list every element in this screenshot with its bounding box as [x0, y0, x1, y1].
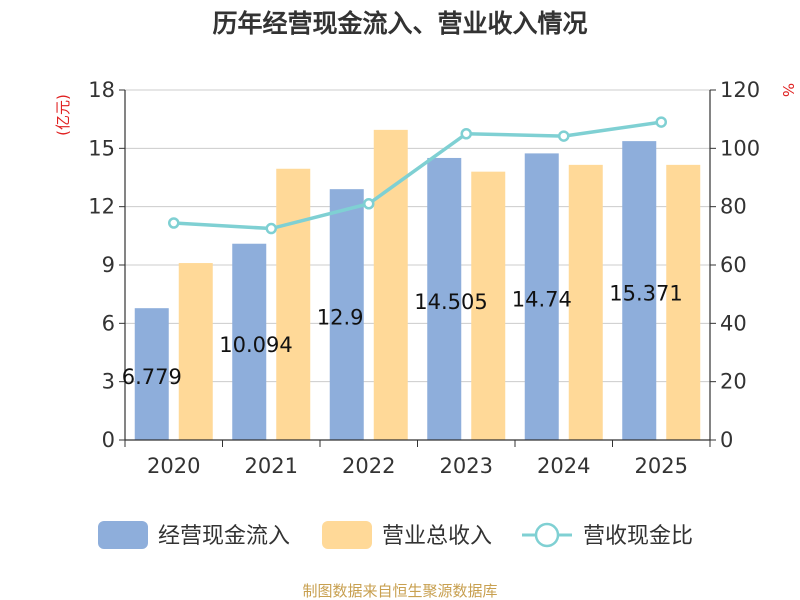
- bar-total-revenue: [568, 164, 603, 440]
- left-axis-tick-label: 9: [102, 253, 115, 277]
- right-axis-tick-label: 60: [720, 253, 747, 277]
- right-axis-unit: %: [779, 83, 797, 97]
- bar-total-revenue: [373, 129, 408, 440]
- ratio-line: [173, 120, 662, 231]
- ratio-line-series: [168, 116, 667, 235]
- ratio-point: [168, 217, 180, 229]
- chart-title: 历年经营现金流入、营业收入情况: [212, 9, 587, 38]
- bar-total-revenue: [178, 263, 213, 440]
- left-axis-tick-label: 12: [88, 195, 115, 219]
- right-axis-tick-label: 40: [720, 311, 747, 335]
- gridlines: [125, 89, 710, 383]
- right-axis-tick-label: 100: [720, 136, 760, 160]
- left-axis-tick-label: 18: [88, 78, 115, 102]
- x-axis-tick-label: 2022: [342, 454, 395, 478]
- bar-data-label: 12.9: [317, 306, 364, 330]
- x-axis-tick-label: 2025: [635, 454, 688, 478]
- bar-series: [134, 129, 701, 441]
- bar-cash-inflow: [134, 308, 169, 440]
- legend-swatch-total-revenue: [322, 521, 372, 549]
- axes: 0 3 6 9 12 15 18 0 20 40 60 80 100 120 2020 2021 2022 202…: [88, 78, 760, 478]
- ratio-point: [363, 198, 375, 210]
- bar-total-revenue: [276, 168, 311, 440]
- right-axis-tick-label: 20: [720, 370, 747, 394]
- data-source-note: 制图数据来自恒生聚源数据库: [302, 582, 497, 600]
- bar-data-label: 14.74: [512, 288, 572, 312]
- left-axis-tick-label: 15: [88, 136, 115, 160]
- bar-cash-inflow: [329, 189, 364, 440]
- bar-total-revenue: [666, 164, 701, 440]
- bar-data-label: 6.779: [122, 365, 182, 389]
- left-axis-tick-label: 6: [102, 311, 115, 335]
- legend-swatch-cash-inflow: [98, 521, 148, 549]
- ratio-point: [655, 116, 667, 128]
- right-axis-tick-label: 80: [720, 195, 747, 219]
- right-axis-tick-label: 0: [720, 428, 733, 452]
- bar-total-revenue: [471, 171, 506, 440]
- bar-data-label: 14.505: [414, 290, 487, 314]
- legend-marker-ratio: [534, 522, 560, 548]
- bar-cash-inflow: [524, 153, 559, 440]
- left-axis-tick-label: 0: [102, 428, 115, 452]
- bar-cash-inflow: [232, 243, 267, 440]
- legend: 经营现金流入 营业总收入 营收现金比: [98, 521, 693, 549]
- right-axis-tick-label: 120: [720, 78, 760, 102]
- bar-data-label: 10.094: [219, 333, 292, 357]
- legend-label-total-revenue: 营业总收入: [382, 524, 492, 549]
- ratio-point: [265, 222, 277, 235]
- x-axis-tick-label: 2024: [537, 454, 590, 478]
- bar-data-labels: 6.779 10.094 12.9 14.505 14.74 15.371: [122, 282, 683, 390]
- bar-cash-inflow: [622, 141, 657, 440]
- left-axis-unit: (亿元): [54, 94, 72, 136]
- legend-label-cash-inflow: 经营现金流入: [158, 524, 290, 549]
- x-axis-tick-label: 2023: [440, 454, 493, 478]
- legend-label-ratio: 营收现金比: [583, 524, 693, 549]
- bar-data-label: 15.371: [609, 282, 682, 306]
- ratio-point: [460, 128, 472, 140]
- left-axis-tick-label: 3: [102, 370, 115, 394]
- x-axis-tick-label: 2021: [245, 454, 298, 478]
- ratio-point: [558, 130, 570, 142]
- bar-cash-inflow: [427, 157, 462, 441]
- x-axis-tick-label: 2020: [147, 454, 200, 478]
